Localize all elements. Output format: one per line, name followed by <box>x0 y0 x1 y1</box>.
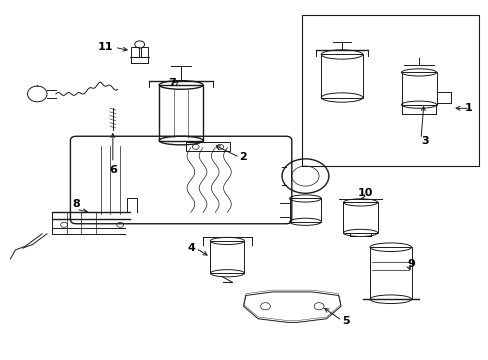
Bar <box>131 46 139 57</box>
Bar <box>369 247 411 299</box>
Text: 10: 10 <box>357 188 372 198</box>
Text: 9: 9 <box>407 259 415 269</box>
Text: 8: 8 <box>72 199 80 209</box>
Bar <box>302 15 478 166</box>
Text: 11: 11 <box>97 42 113 52</box>
Bar <box>210 241 244 273</box>
Bar <box>141 46 148 57</box>
Bar <box>159 85 203 140</box>
Text: 5: 5 <box>341 316 349 325</box>
Text: 3: 3 <box>420 136 428 146</box>
Bar <box>401 72 436 105</box>
FancyBboxPatch shape <box>70 136 291 224</box>
Bar <box>185 142 229 151</box>
Text: 2: 2 <box>239 152 247 162</box>
Bar <box>289 198 321 222</box>
Bar <box>321 54 362 98</box>
Text: 6: 6 <box>109 165 117 175</box>
Text: 4: 4 <box>187 243 195 253</box>
Text: 7: 7 <box>168 78 176 88</box>
Bar <box>343 202 377 233</box>
Text: 1: 1 <box>464 103 472 113</box>
